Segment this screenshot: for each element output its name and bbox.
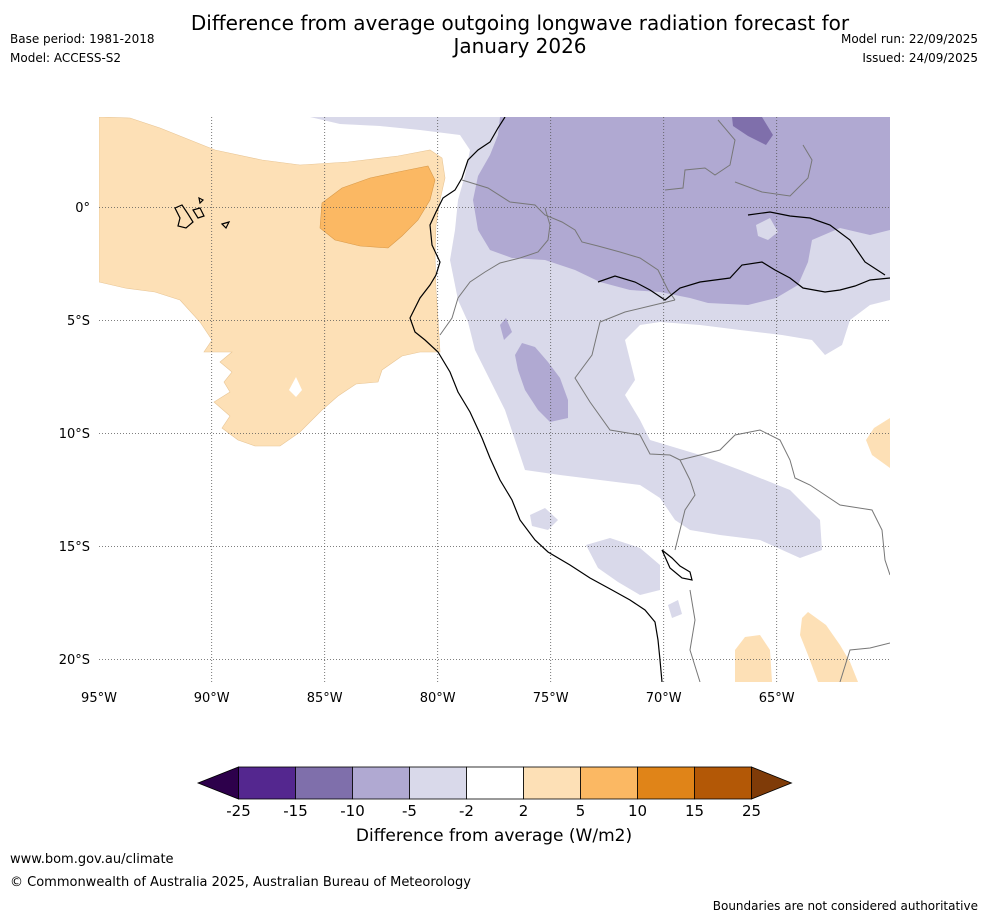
colorbar-under-arrow bbox=[196, 766, 239, 800]
anomaly-patch-neg-10-5-a bbox=[515, 343, 568, 422]
colorbar-swatch-3 bbox=[409, 766, 467, 800]
anomaly-patch-pos-2-5-b bbox=[735, 635, 772, 682]
disclaimer-text: Boundaries are not considered authoritat… bbox=[712, 899, 978, 913]
anomaly-patch-pos-2-5-a bbox=[866, 418, 890, 468]
graticule bbox=[99, 117, 890, 682]
lon-label-90w: 90°W bbox=[194, 691, 230, 706]
colorbar-swatch-1 bbox=[295, 766, 353, 800]
cb-tick-8: 15 bbox=[685, 802, 704, 820]
anomaly-region-neg-15-10 bbox=[732, 117, 773, 145]
lat-label-5s: 5°S bbox=[67, 314, 90, 329]
cb-tick-2: -10 bbox=[340, 802, 365, 820]
country-boundaries bbox=[439, 119, 890, 682]
colorbar-ticks: -25 -15 -10 -5 -2 2 5 10 15 25 bbox=[226, 802, 761, 820]
site-url-link[interactable]: www.bom.gov.au/climate bbox=[10, 852, 174, 867]
colorbar-swatch-6 bbox=[580, 766, 638, 800]
lat-label-0: 0° bbox=[75, 201, 90, 216]
anomaly-hole-neg-5-2 bbox=[756, 218, 778, 240]
copyright-text: © Commonwealth of Australia 2025, Austra… bbox=[10, 875, 471, 890]
title-line-1: Difference from average outgoing longwav… bbox=[190, 11, 850, 35]
colorbar-over-arrow bbox=[751, 766, 793, 800]
model-text: Model: ACCESS-S2 bbox=[10, 51, 122, 65]
colorbar-title: Difference from average (W/m2) bbox=[355, 826, 633, 846]
anomaly-region-neg-10-5 bbox=[473, 117, 890, 305]
colorbar: -25 -15 -10 -5 -2 2 5 10 15 25 bbox=[196, 766, 793, 820]
cb-tick-1: -15 bbox=[283, 802, 308, 820]
colorbar-swatch-0 bbox=[238, 766, 296, 800]
cb-tick-7: 10 bbox=[628, 802, 647, 820]
base-period-text: Base period: 1981-2018 bbox=[10, 32, 155, 46]
lon-label-95w: 95°W bbox=[81, 691, 117, 706]
colorbar-swatch-5 bbox=[523, 766, 581, 800]
cb-tick-5: 2 bbox=[519, 802, 529, 820]
anomaly-patch-neg-5-2-a bbox=[530, 508, 558, 530]
anomaly-patch-neg-10-5-b bbox=[500, 318, 512, 340]
lon-label-80w: 80°W bbox=[420, 691, 456, 706]
anomaly-patch-pos-2-5-c bbox=[800, 612, 858, 682]
anomaly-region-pos-5-10 bbox=[319, 165, 436, 249]
cb-tick-9: 25 bbox=[742, 802, 761, 820]
coastlines bbox=[174, 117, 890, 682]
cb-tick-3: -5 bbox=[402, 802, 417, 820]
lat-label-10s: 10°S bbox=[59, 427, 90, 442]
lon-label-65w: 65°W bbox=[759, 691, 795, 706]
map-plot-area bbox=[99, 117, 890, 682]
colorbar-swatch-4 bbox=[466, 766, 524, 800]
latitude-labels: 0° 5°S 10°S 15°S 20°S bbox=[59, 201, 90, 668]
anomaly-hole-white bbox=[289, 377, 302, 397]
lat-label-20s: 20°S bbox=[59, 653, 90, 668]
colorbar-swatches bbox=[196, 766, 793, 800]
anomaly-patch-neg-5-2-b bbox=[586, 538, 660, 595]
lat-label-15s: 15°S bbox=[59, 540, 90, 555]
issued-text: Issued: 24/09/2025 bbox=[862, 51, 978, 65]
cb-tick-0: -25 bbox=[226, 802, 251, 820]
anomaly-patch-neg-5-2-c bbox=[668, 600, 682, 618]
longitude-labels: 95°W 90°W 85°W 80°W 75°W 70°W 65°W bbox=[81, 691, 795, 706]
map-title: Difference from average outgoing longwav… bbox=[150, 12, 890, 58]
cb-tick-6: 5 bbox=[576, 802, 586, 820]
colorbar-swatch-2 bbox=[352, 766, 410, 800]
lon-label-75w: 75°W bbox=[533, 691, 569, 706]
lon-label-70w: 70°W bbox=[646, 691, 682, 706]
title-line-2: January 2026 bbox=[453, 34, 587, 58]
colorbar-swatch-7 bbox=[637, 766, 695, 800]
colorbar-swatch-8 bbox=[694, 766, 752, 800]
olr-anomaly-map: 95°W 90°W 85°W 80°W 75°W 70°W 65°W 0° 5°… bbox=[59, 117, 890, 706]
cb-tick-4: -2 bbox=[459, 802, 474, 820]
lon-label-85w: 85°W bbox=[307, 691, 343, 706]
model-run-text: Model run: 22/09/2025 bbox=[840, 32, 978, 46]
